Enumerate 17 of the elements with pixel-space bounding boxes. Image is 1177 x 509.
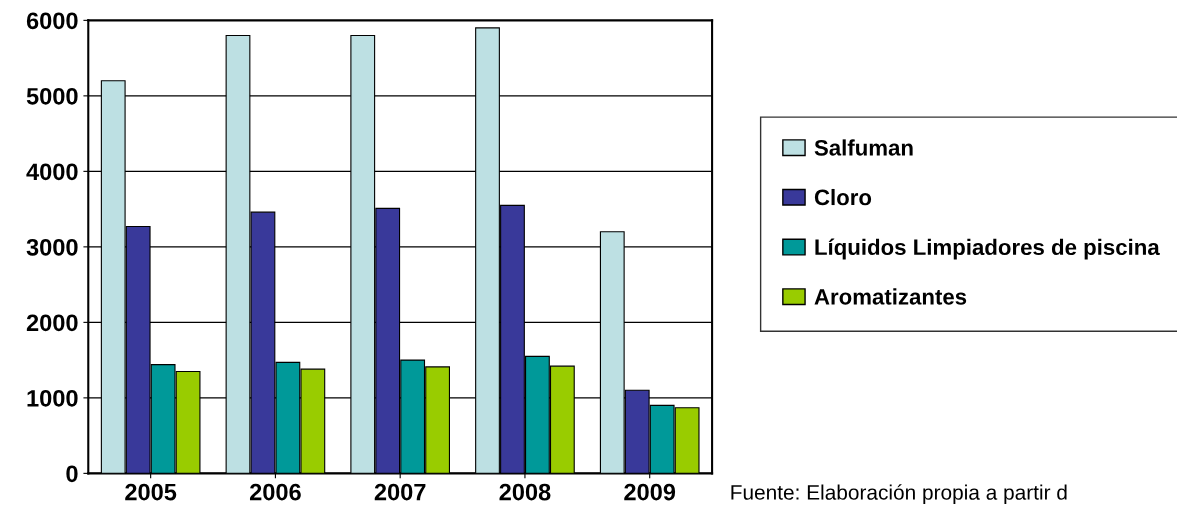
- x-tick-label: 2008: [499, 483, 551, 501]
- x-tick-label: 2005: [125, 483, 177, 501]
- legend-label: Cloro: [814, 188, 872, 206]
- y-tick-label: 3000: [26, 238, 78, 256]
- y-tick-label: 0: [66, 465, 78, 483]
- y-tick-label: 1000: [27, 389, 78, 407]
- legend-label: Salfuman: [814, 139, 913, 156]
- legend-label: Líquidos Limpiadores de piscina: [815, 238, 1160, 260]
- x-tick-label: 2009: [624, 483, 676, 501]
- x-tick-label: 2007: [374, 483, 426, 501]
- legend-label: Aromatizantes: [814, 288, 967, 305]
- y-tick-label: 5000: [26, 87, 78, 105]
- y-tick-label: 4000: [26, 163, 78, 181]
- source-note: Fuente: Elaboración propia a partir d: [731, 484, 1067, 504]
- x-tick-label: 2006: [249, 483, 301, 501]
- y-tick-label: 6000: [26, 12, 78, 30]
- y-tick-label: 2000: [26, 314, 78, 332]
